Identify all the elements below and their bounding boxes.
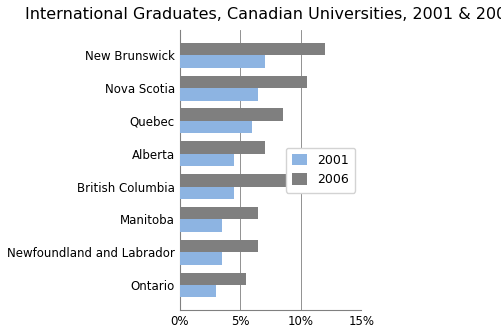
Bar [179,141,264,154]
Bar [179,121,252,133]
Bar [179,272,246,285]
Bar [179,174,306,187]
Bar [179,240,258,252]
Bar [179,88,258,100]
Bar [179,43,325,55]
Bar [179,76,306,88]
Bar [179,219,221,232]
Title: International Graduates, Canadian Universities, 2001 & 2006: International Graduates, Canadian Univer… [25,7,501,22]
Legend: 2001, 2006: 2001, 2006 [286,148,355,193]
Bar [179,207,258,219]
Bar [179,154,234,166]
Bar [179,252,221,265]
Bar [179,187,234,199]
Bar [179,55,264,68]
Bar [179,109,282,121]
Bar [179,285,215,297]
